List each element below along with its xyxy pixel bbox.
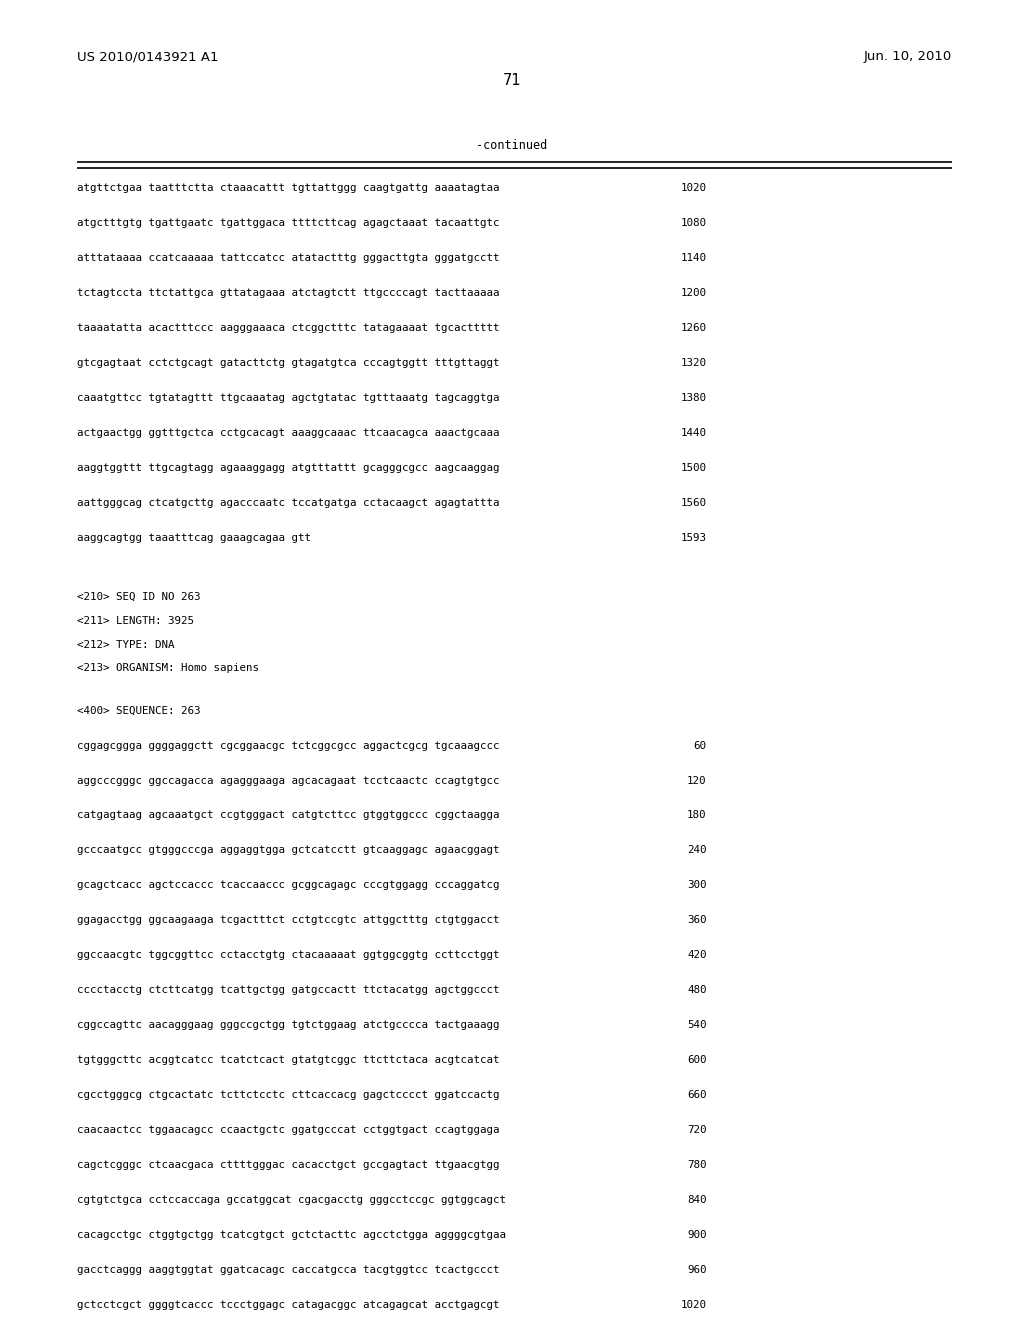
Text: <212> TYPE: DNA: <212> TYPE: DNA — [77, 640, 174, 649]
Text: <213> ORGANISM: Homo sapiens: <213> ORGANISM: Homo sapiens — [77, 663, 259, 673]
Text: gcagctcacc agctccaccc tcaccaaccc gcggcagagc cccgtggagg cccaggatcg: gcagctcacc agctccaccc tcaccaaccc gcggcag… — [77, 880, 500, 891]
Text: 660: 660 — [687, 1090, 707, 1101]
Text: atgctttgtg tgattgaatc tgattggaca ttttcttcag agagctaaat tacaattgtc: atgctttgtg tgattgaatc tgattggaca ttttctt… — [77, 218, 500, 228]
Text: cgtgtctgca cctccaccaga gccatggcat cgacgacctg gggcctccgc ggtggcagct: cgtgtctgca cctccaccaga gccatggcat cgacga… — [77, 1196, 506, 1205]
Text: cagctcgggc ctcaacgaca cttttgggac cacacctgct gccgagtact ttgaacgtgg: cagctcgggc ctcaacgaca cttttgggac cacacct… — [77, 1160, 500, 1171]
Text: 1020: 1020 — [681, 1300, 707, 1311]
Text: tgtgggcttc acggtcatcc tcatctcact gtatgtcggc ttcttctaca acgtcatcat: tgtgggcttc acggtcatcc tcatctcact gtatgtc… — [77, 1056, 500, 1065]
Text: 1200: 1200 — [681, 289, 707, 298]
Text: aggcccgggc ggccagacca agagggaaga agcacagaat tcctcaactc ccagtgtgcc: aggcccgggc ggccagacca agagggaaga agcacag… — [77, 776, 500, 785]
Text: gtcgagtaat cctctgcagt gatacttctg gtagatgtca cccagtggtt tttgttaggt: gtcgagtaat cctctgcagt gatacttctg gtagatg… — [77, 359, 500, 368]
Text: <211> LENGTH: 3925: <211> LENGTH: 3925 — [77, 615, 194, 626]
Text: 540: 540 — [687, 1020, 707, 1031]
Text: actgaactgg ggtttgctca cctgcacagt aaaggcaaac ttcaacagca aaactgcaaa: actgaactgg ggtttgctca cctgcacagt aaaggca… — [77, 428, 500, 438]
Text: taaaatatta acactttccc aagggaaaca ctcggctttc tatagaaaat tgcacttttt: taaaatatta acactttccc aagggaaaca ctcggct… — [77, 323, 500, 334]
Text: atttataaaa ccatcaaaaa tattccatcc atatactttg gggacttgta gggatgcctt: atttataaaa ccatcaaaaa tattccatcc atatact… — [77, 253, 500, 264]
Text: cccctacctg ctcttcatgg tcattgctgg gatgccactt ttctacatgg agctggccct: cccctacctg ctcttcatgg tcattgctgg gatgcca… — [77, 985, 500, 995]
Text: gcccaatgcc gtgggcccga aggaggtgga gctcatcctt gtcaaggagc agaacggagt: gcccaatgcc gtgggcccga aggaggtgga gctcatc… — [77, 846, 500, 855]
Text: <400> SEQUENCE: 263: <400> SEQUENCE: 263 — [77, 706, 201, 715]
Text: 780: 780 — [687, 1160, 707, 1171]
Text: 960: 960 — [687, 1265, 707, 1275]
Text: 300: 300 — [687, 880, 707, 891]
Text: 600: 600 — [687, 1056, 707, 1065]
Text: 360: 360 — [687, 916, 707, 925]
Text: Jun. 10, 2010: Jun. 10, 2010 — [864, 50, 952, 63]
Text: cgcctgggcg ctgcactatc tcttctcctc cttcaccacg gagctcccct ggatccactg: cgcctgggcg ctgcactatc tcttctcctc cttcacc… — [77, 1090, 500, 1101]
Text: caaatgttcc tgtatagttt ttgcaaatag agctgtatac tgtttaaatg tagcaggtga: caaatgttcc tgtatagttt ttgcaaatag agctgta… — [77, 393, 500, 404]
Text: atgttctgaa taatttctta ctaaacattt tgttattggg caagtgattg aaaatagtaa: atgttctgaa taatttctta ctaaacattt tgttatt… — [77, 183, 500, 194]
Text: 900: 900 — [687, 1230, 707, 1241]
Text: 240: 240 — [687, 846, 707, 855]
Text: ggccaacgtc tggcggttcc cctacctgtg ctacaaaaat ggtggcggtg ccttcctggt: ggccaacgtc tggcggttcc cctacctgtg ctacaaa… — [77, 950, 500, 961]
Text: gctcctcgct ggggtcaccc tccctggagc catagacggc atcagagcat acctgagcgt: gctcctcgct ggggtcaccc tccctggagc catagac… — [77, 1300, 500, 1311]
Text: 71: 71 — [503, 73, 521, 87]
Text: 1560: 1560 — [681, 498, 707, 508]
Text: US 2010/0143921 A1: US 2010/0143921 A1 — [77, 50, 218, 63]
Text: ggagacctgg ggcaagaaga tcgactttct cctgtccgtc attggctttg ctgtggacct: ggagacctgg ggcaagaaga tcgactttct cctgtcc… — [77, 916, 500, 925]
Text: 120: 120 — [687, 776, 707, 785]
Text: catgagtaag agcaaatgct ccgtgggact catgtcttcc gtggtggccc cggctaagga: catgagtaag agcaaatgct ccgtgggact catgtct… — [77, 810, 500, 821]
Text: cggccagttc aacagggaag gggccgctgg tgtctggaag atctgcccca tactgaaagg: cggccagttc aacagggaag gggccgctgg tgtctgg… — [77, 1020, 500, 1031]
Text: <210> SEQ ID NO 263: <210> SEQ ID NO 263 — [77, 591, 201, 602]
Text: 1140: 1140 — [681, 253, 707, 264]
Text: 180: 180 — [687, 810, 707, 821]
Text: 1260: 1260 — [681, 323, 707, 334]
Text: 720: 720 — [687, 1125, 707, 1135]
Text: gacctcaggg aaggtggtat ggatcacagc caccatgcca tacgtggtcc tcactgccct: gacctcaggg aaggtggtat ggatcacagc caccatg… — [77, 1265, 500, 1275]
Text: 1440: 1440 — [681, 428, 707, 438]
Text: aattgggcag ctcatgcttg agacccaatc tccatgatga cctacaagct agagtattta: aattgggcag ctcatgcttg agacccaatc tccatga… — [77, 498, 500, 508]
Text: 420: 420 — [687, 950, 707, 961]
Text: 1320: 1320 — [681, 359, 707, 368]
Text: 1080: 1080 — [681, 218, 707, 228]
Text: 840: 840 — [687, 1196, 707, 1205]
Text: 1593: 1593 — [681, 533, 707, 544]
Text: aaggcagtgg taaatttcag gaaagcagaa gtt: aaggcagtgg taaatttcag gaaagcagaa gtt — [77, 533, 311, 544]
Text: 60: 60 — [693, 741, 707, 751]
Text: cacagcctgc ctggtgctgg tcatcgtgct gctctacttc agcctctgga aggggcgtgaa: cacagcctgc ctggtgctgg tcatcgtgct gctctac… — [77, 1230, 506, 1241]
Text: 480: 480 — [687, 985, 707, 995]
Text: caacaactcc tggaacagcc ccaactgctc ggatgcccat cctggtgact ccagtggaga: caacaactcc tggaacagcc ccaactgctc ggatgcc… — [77, 1125, 500, 1135]
Text: 1020: 1020 — [681, 183, 707, 194]
Text: aaggtggttt ttgcagtagg agaaaggagg atgtttattt gcagggcgcc aagcaaggag: aaggtggttt ttgcagtagg agaaaggagg atgttta… — [77, 463, 500, 474]
Text: 1380: 1380 — [681, 393, 707, 404]
Text: tctagtccta ttctattgca gttatagaaa atctagtctt ttgccccagt tacttaaaaa: tctagtccta ttctattgca gttatagaaa atctagt… — [77, 289, 500, 298]
Text: 1500: 1500 — [681, 463, 707, 474]
Text: -continued: -continued — [476, 139, 548, 152]
Text: cggagcggga ggggaggctt cgcggaacgc tctcggcgcc aggactcgcg tgcaaagccc: cggagcggga ggggaggctt cgcggaacgc tctcggc… — [77, 741, 500, 751]
